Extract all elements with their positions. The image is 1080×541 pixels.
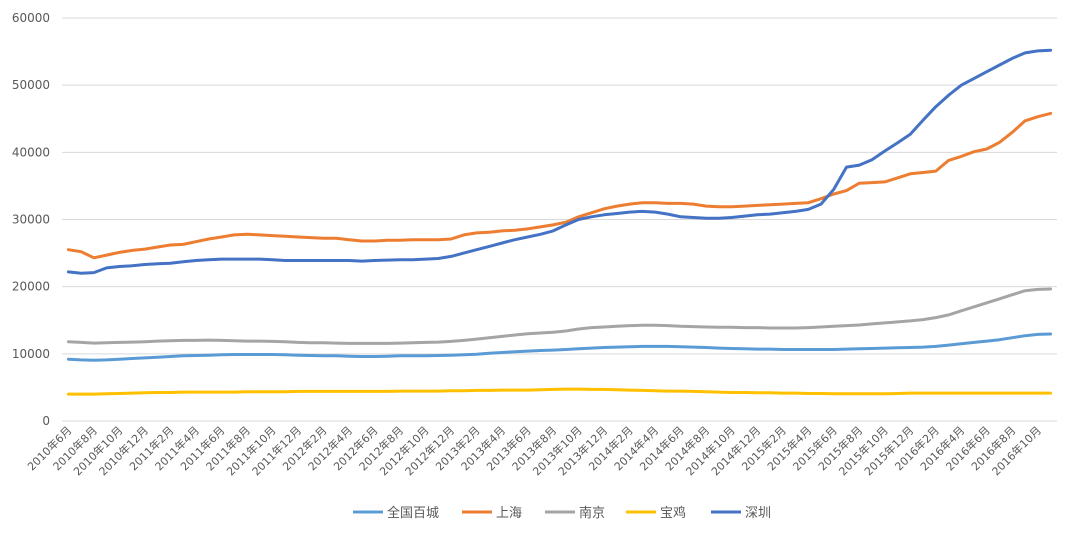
x-axis-tick-labels: 2010年6月2010年8月2010年10月2010年12月2011年2月201… — [24, 423, 1044, 478]
gridlines — [62, 17, 1057, 422]
legend-label: 深圳 — [745, 506, 771, 521]
y-tick-label: 40000 — [12, 145, 50, 159]
y-tick-label: 0 — [42, 414, 50, 428]
series-line-2 — [66, 287, 1053, 345]
legend-label: 宝鸡 — [660, 505, 686, 521]
y-tick-label: 20000 — [12, 280, 50, 294]
legend-label: 南京 — [579, 505, 605, 521]
y-tick-label: 30000 — [12, 213, 50, 227]
y-tick-label: 10000 — [12, 347, 50, 361]
legend-label: 全国百城 — [387, 505, 439, 521]
series-line-1 — [66, 111, 1053, 260]
series-line-4 — [66, 48, 1053, 275]
legend: 全国百城 上海 南京 宝鸡 深圳 — [353, 505, 771, 521]
legend-label: 上海 — [496, 506, 522, 521]
series-lines — [66, 48, 1053, 396]
y-tick-label: 50000 — [12, 78, 50, 92]
series-line-3 — [66, 387, 1053, 396]
y-axis-tick-labels: 0 10000 20000 30000 40000 50000 60000 — [12, 11, 50, 428]
y-tick-label: 60000 — [12, 11, 50, 25]
series-line-0 — [66, 332, 1053, 362]
